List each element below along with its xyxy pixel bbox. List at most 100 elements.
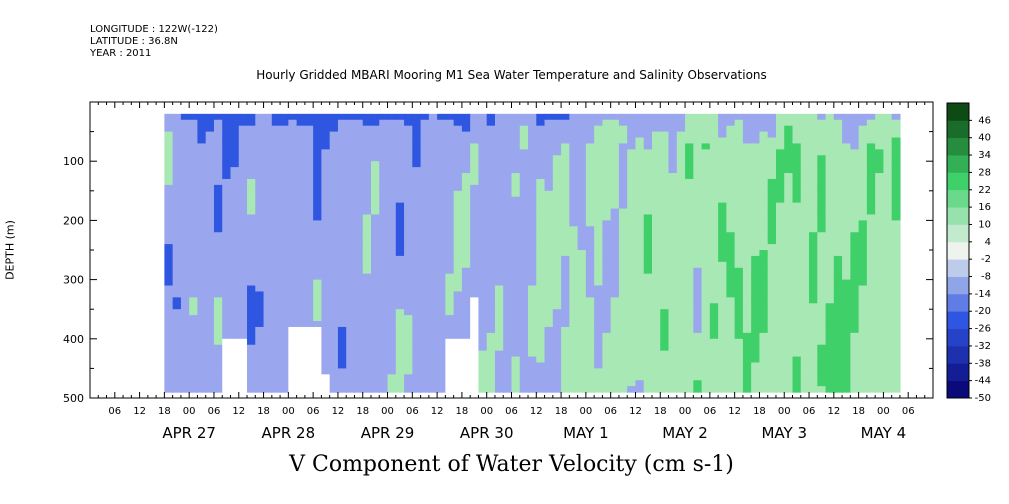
- heatmap-cell: [371, 178, 380, 186]
- heatmap-cell: [511, 255, 521, 263]
- heatmap-cell: [594, 190, 604, 198]
- heatmap-cell: [858, 297, 868, 304]
- heatmap-cell: [453, 149, 463, 156]
- heatmap-cell: [420, 356, 430, 364]
- heatmap-cell: [544, 137, 554, 145]
- heatmap-cell: [652, 250, 661, 257]
- heatmap-cell: [635, 161, 645, 168]
- heatmap-cell: [304, 362, 314, 369]
- heatmap-cell: [701, 184, 711, 192]
- heatmap-cell: [205, 202, 215, 210]
- heatmap-cell: [296, 167, 306, 174]
- heatmap-cell: [569, 261, 579, 269]
- heatmap-cell: [660, 220, 670, 227]
- heatmap-cell: [594, 261, 604, 269]
- heatmap-cell: [362, 214, 372, 221]
- heatmap-cell: [751, 386, 761, 393]
- heatmap-cell: [263, 368, 273, 375]
- heatmap-cell: [271, 291, 281, 298]
- heatmap-cell: [602, 143, 612, 150]
- heatmap-cell: [519, 285, 529, 293]
- heatmap-cell: [552, 250, 562, 257]
- heatmap-cell: [800, 279, 810, 287]
- heatmap-cell: [420, 386, 430, 393]
- heatmap-cell: [561, 285, 570, 293]
- heatmap-cell: [486, 356, 496, 364]
- heatmap-cell: [238, 190, 248, 198]
- heatmap-cell: [809, 368, 818, 375]
- heatmap-cell: [222, 220, 232, 227]
- heatmap-cell: [866, 137, 876, 145]
- heatmap-cell: [519, 220, 529, 227]
- heatmap-cell: [544, 238, 554, 245]
- heatmap-cell: [726, 208, 736, 216]
- heatmap-cell: [833, 155, 843, 162]
- heatmap-cell: [825, 161, 835, 168]
- heatmap-cell: [519, 244, 529, 251]
- heatmap-cell: [494, 338, 504, 346]
- heatmap-cell: [643, 285, 653, 293]
- heatmap-cell: [883, 356, 893, 364]
- heatmap-cell: [627, 196, 637, 204]
- heatmap-cell: [511, 149, 521, 156]
- heatmap-cell: [742, 350, 752, 358]
- heatmap-cell: [445, 350, 455, 358]
- heatmap-cell: [329, 362, 339, 369]
- heatmap-cell: [470, 202, 480, 210]
- heatmap-cell: [726, 173, 736, 180]
- heatmap-cell: [643, 232, 653, 239]
- colorbar-label: 34: [978, 150, 991, 161]
- heatmap-cell: [792, 368, 802, 375]
- heatmap-cell: [850, 291, 860, 298]
- heatmap-cell: [528, 119, 537, 127]
- heatmap-cell: [685, 155, 694, 162]
- heatmap-cell: [809, 344, 818, 352]
- heatmap-cell: [296, 232, 306, 239]
- heatmap-cell: [742, 149, 752, 156]
- heatmap-cell: [271, 184, 281, 192]
- heatmap-cell: [255, 190, 265, 198]
- heatmap-cell: [404, 131, 413, 139]
- heatmap-cell: [577, 155, 587, 162]
- heatmap-cell: [371, 321, 380, 328]
- heatmap-cell: [304, 279, 314, 287]
- x-tick-label: 18: [356, 406, 369, 417]
- heatmap-cell: [891, 261, 901, 269]
- heatmap-cell: [784, 167, 794, 174]
- heatmap-cell: [470, 220, 480, 227]
- heatmap-cell: [742, 315, 752, 322]
- heatmap-cell: [503, 250, 513, 257]
- heatmap-cell: [288, 202, 298, 210]
- heatmap-cell: [230, 250, 240, 257]
- heatmap-cell: [561, 155, 570, 162]
- heatmap-cell: [304, 173, 314, 180]
- heatmap-cell: [461, 167, 471, 174]
- heatmap-cell: [304, 309, 314, 316]
- heatmap-cell: [833, 350, 843, 358]
- heatmap-cell: [329, 303, 339, 310]
- heatmap-cell: [536, 113, 546, 121]
- heatmap-cell: [775, 184, 785, 192]
- heatmap-cell: [602, 380, 612, 387]
- heatmap-cell: [395, 315, 405, 322]
- heatmap-cell: [329, 125, 339, 133]
- heatmap-cell: [503, 167, 513, 174]
- heatmap-cell: [280, 220, 289, 227]
- heatmap-cell: [775, 255, 785, 263]
- heatmap-cell: [420, 131, 430, 139]
- heatmap-cell: [660, 167, 670, 174]
- heatmap-cell: [577, 338, 587, 346]
- heatmap-cell: [511, 173, 521, 180]
- heatmap-cell: [503, 232, 513, 239]
- heatmap-cell: [842, 279, 851, 287]
- heatmap-cell: [594, 250, 604, 257]
- heatmap-cell: [197, 214, 207, 221]
- heatmap-cell: [528, 178, 537, 186]
- heatmap-cell: [709, 344, 719, 352]
- heatmap-cell: [445, 161, 455, 168]
- heatmap-cell: [461, 173, 471, 180]
- heatmap-cell: [420, 238, 430, 245]
- heatmap-cell: [635, 297, 645, 304]
- heatmap-cell: [420, 380, 430, 387]
- heatmap-cell: [610, 178, 620, 186]
